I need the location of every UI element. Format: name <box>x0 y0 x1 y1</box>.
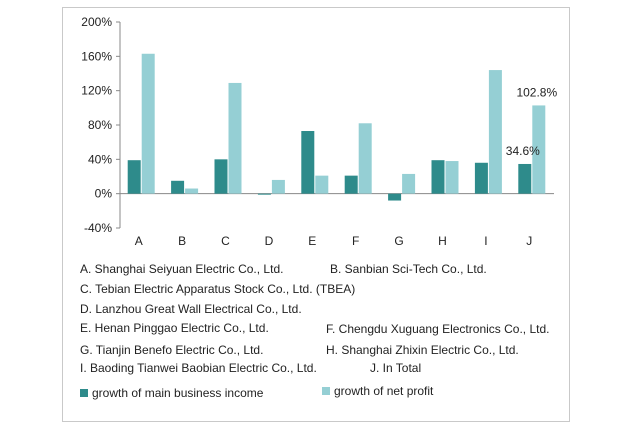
note-f: F. Chengdu Xuguang Electronics Co., Ltd. <box>326 322 550 336</box>
y-tick-label: 160% <box>81 49 112 63</box>
bar-I-income <box>474 162 488 194</box>
bar-chart: 200% 160% 120% 80% 40% 0% -40% A B C D E F G H I J 34.6%… <box>81 15 558 248</box>
legend-label-profit: growth of net profit <box>334 384 434 398</box>
bar-J-profit <box>532 105 546 194</box>
bar-J-income <box>518 163 532 194</box>
bar-G-income <box>388 193 402 201</box>
y-tick-label: 200% <box>81 15 112 29</box>
note-g: G. Tianjin Benefo Electric Co., Ltd. <box>80 343 264 357</box>
bar-H-profit <box>445 161 459 194</box>
x-tick-label: B <box>178 234 186 248</box>
x-tick-label: A <box>135 234 143 248</box>
legend-swatch-income <box>80 389 88 397</box>
bar-layer <box>127 53 546 201</box>
y-tick-label: 80% <box>88 118 112 132</box>
legend-item-profit: growth of net profit <box>322 384 433 398</box>
bar-C-income <box>214 159 228 194</box>
note-i: I. Baoding Tianwei Baobian Electric Co.,… <box>80 361 317 375</box>
bar-A-profit <box>141 53 155 194</box>
x-tick-label: D <box>265 234 274 248</box>
note-b: B. Sanbian Sci-Tech Co., Ltd. <box>330 262 487 276</box>
bar-D-income <box>257 193 271 195</box>
bar-C-profit <box>228 82 242 194</box>
x-tick-label: C <box>221 234 230 248</box>
note-c: C. Tebian Electric Apparatus Stock Co., … <box>80 282 356 296</box>
y-tick-label: -40% <box>84 221 112 235</box>
x-tick-label: E <box>308 234 316 248</box>
note-j: J. In Total <box>370 361 422 375</box>
bar-I-profit <box>488 70 502 194</box>
x-tick-label: I <box>484 234 487 248</box>
x-tick-label: J <box>526 234 532 248</box>
bar-F-profit <box>358 123 372 194</box>
bar-H-income <box>431 160 445 194</box>
x-tick-label: G <box>394 234 403 248</box>
x-tick-label: H <box>438 234 447 248</box>
y-tick-label: 40% <box>88 152 112 166</box>
note-d: D. Lanzhou Great Wall Electrical Co., Lt… <box>80 302 302 316</box>
bar-D-profit <box>271 179 285 194</box>
legend-label-income: growth of main business income <box>92 386 264 400</box>
bar-B-income <box>171 180 185 194</box>
bar-E-income <box>301 131 315 194</box>
axis-layer: 200% 160% 120% 80% 40% 0% -40% A B C D E F G H I J <box>81 15 554 248</box>
note-e: E. Henan Pinggao Electric Co., Ltd. <box>80 321 269 335</box>
data-label-J-income: 34.6% <box>506 144 540 158</box>
bar-A-income <box>127 160 141 194</box>
bar-E-profit <box>315 175 329 194</box>
y-tick-label: 0% <box>95 187 113 201</box>
y-tick-label: 120% <box>81 84 112 98</box>
note-a: A. Shanghai Seiyuan Electric Co., Ltd. <box>80 262 284 276</box>
bar-B-profit <box>185 188 199 194</box>
legend-swatch-profit <box>322 387 330 395</box>
legend-item-income: growth of main business income <box>80 386 263 400</box>
bar-F-income <box>344 175 358 194</box>
x-tick-label: F <box>352 234 359 248</box>
bar-G-profit <box>402 173 416 194</box>
data-label-J-profit: 102.8% <box>516 85 557 99</box>
label-layer: 34.6% 102.8% <box>506 85 558 158</box>
chart-frame <box>62 7 570 422</box>
note-h: H. Shanghai Zhixin Electric Co., Ltd. <box>326 343 519 357</box>
